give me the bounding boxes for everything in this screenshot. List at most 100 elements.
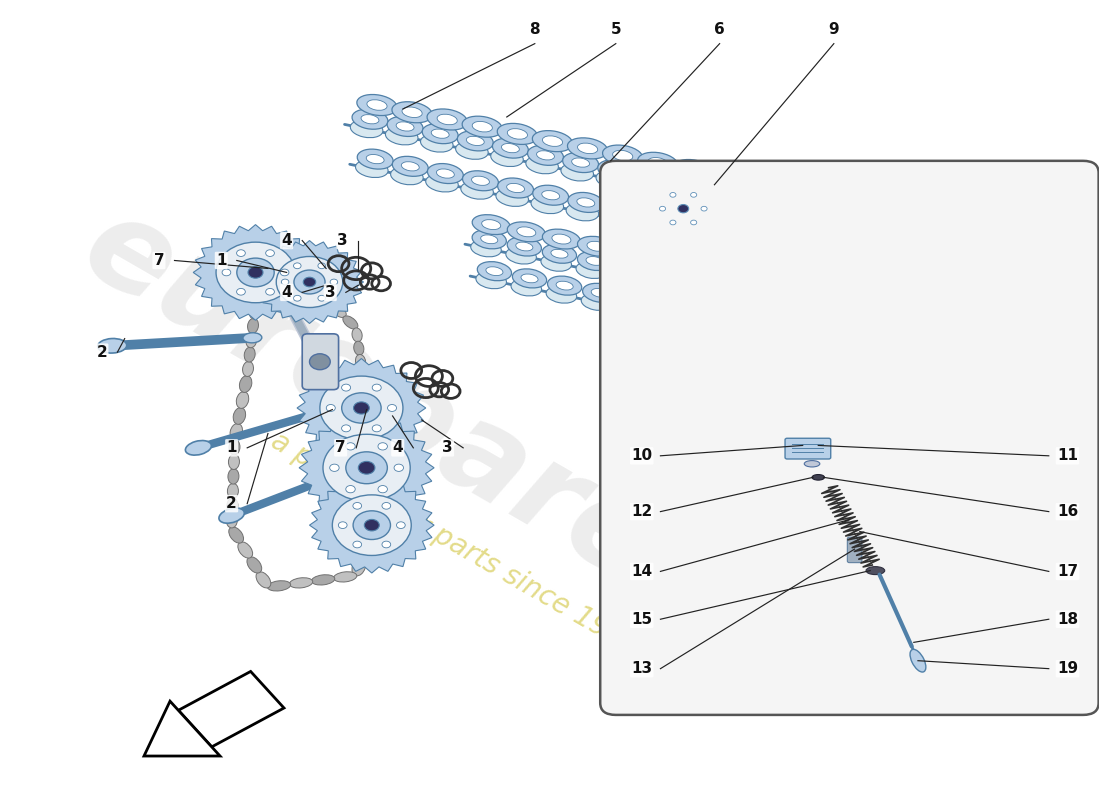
Text: 1: 1 <box>216 253 227 268</box>
Ellipse shape <box>652 298 688 317</box>
Circle shape <box>670 220 676 225</box>
Ellipse shape <box>517 227 536 237</box>
Ellipse shape <box>361 453 372 468</box>
Ellipse shape <box>352 558 365 576</box>
Circle shape <box>372 425 382 432</box>
Ellipse shape <box>246 333 256 348</box>
Text: 13: 13 <box>631 661 652 676</box>
Ellipse shape <box>747 194 766 203</box>
Ellipse shape <box>822 313 853 329</box>
Ellipse shape <box>496 189 528 206</box>
Ellipse shape <box>502 143 519 153</box>
Ellipse shape <box>681 283 712 300</box>
Ellipse shape <box>732 318 749 326</box>
Ellipse shape <box>738 189 774 209</box>
Ellipse shape <box>786 306 817 322</box>
Ellipse shape <box>219 508 244 523</box>
Circle shape <box>327 405 336 411</box>
Ellipse shape <box>472 122 493 132</box>
Ellipse shape <box>542 136 562 146</box>
Ellipse shape <box>497 123 538 145</box>
Circle shape <box>236 250 245 257</box>
Ellipse shape <box>572 158 590 167</box>
Text: 17: 17 <box>1057 564 1078 579</box>
Ellipse shape <box>683 165 703 175</box>
Ellipse shape <box>804 461 820 467</box>
FancyBboxPatch shape <box>601 161 1099 715</box>
Ellipse shape <box>98 338 126 353</box>
Ellipse shape <box>542 229 581 249</box>
Ellipse shape <box>552 234 571 244</box>
Ellipse shape <box>752 287 788 306</box>
Circle shape <box>372 384 382 391</box>
Ellipse shape <box>516 242 532 251</box>
Ellipse shape <box>767 325 784 334</box>
Ellipse shape <box>390 167 424 185</box>
Ellipse shape <box>355 160 388 178</box>
Circle shape <box>691 220 696 225</box>
Text: 11: 11 <box>1057 448 1078 463</box>
Ellipse shape <box>455 142 488 159</box>
Ellipse shape <box>638 207 674 227</box>
Ellipse shape <box>507 237 541 256</box>
Ellipse shape <box>385 127 418 145</box>
Ellipse shape <box>427 109 468 130</box>
Ellipse shape <box>718 172 738 182</box>
Ellipse shape <box>720 209 735 215</box>
FancyBboxPatch shape <box>302 334 339 390</box>
Ellipse shape <box>602 210 634 228</box>
Ellipse shape <box>845 227 871 242</box>
Ellipse shape <box>747 208 776 223</box>
Ellipse shape <box>613 258 647 278</box>
Ellipse shape <box>362 525 376 542</box>
Ellipse shape <box>583 283 617 302</box>
Ellipse shape <box>646 276 676 293</box>
Circle shape <box>656 187 712 230</box>
Ellipse shape <box>354 341 364 355</box>
Ellipse shape <box>648 266 682 285</box>
Ellipse shape <box>526 156 559 174</box>
Ellipse shape <box>333 572 356 582</box>
Ellipse shape <box>717 226 735 236</box>
Polygon shape <box>640 175 727 242</box>
Ellipse shape <box>331 304 346 318</box>
Ellipse shape <box>680 210 707 223</box>
Ellipse shape <box>708 166 748 188</box>
Ellipse shape <box>696 310 714 319</box>
Ellipse shape <box>878 231 904 245</box>
Ellipse shape <box>482 220 500 230</box>
Ellipse shape <box>358 422 368 438</box>
Ellipse shape <box>256 572 271 588</box>
Text: 3: 3 <box>442 440 453 455</box>
Ellipse shape <box>727 270 747 280</box>
Ellipse shape <box>820 219 834 226</box>
Circle shape <box>691 193 696 198</box>
Circle shape <box>670 193 676 198</box>
Ellipse shape <box>476 272 506 289</box>
Polygon shape <box>255 241 363 323</box>
Ellipse shape <box>612 269 641 286</box>
Ellipse shape <box>706 232 739 250</box>
Ellipse shape <box>761 293 779 302</box>
Ellipse shape <box>691 278 708 287</box>
Ellipse shape <box>798 285 816 294</box>
Ellipse shape <box>568 193 604 213</box>
Ellipse shape <box>724 196 739 204</box>
Ellipse shape <box>866 566 884 574</box>
Ellipse shape <box>289 578 312 588</box>
Text: 2: 2 <box>227 496 236 511</box>
Text: 4: 4 <box>282 233 292 248</box>
Ellipse shape <box>852 223 867 230</box>
Ellipse shape <box>607 165 625 174</box>
Circle shape <box>353 511 390 539</box>
Ellipse shape <box>911 234 937 248</box>
Ellipse shape <box>532 186 569 206</box>
Ellipse shape <box>757 200 772 208</box>
Ellipse shape <box>623 249 641 258</box>
Ellipse shape <box>462 116 503 138</box>
FancyBboxPatch shape <box>847 537 862 562</box>
Ellipse shape <box>228 469 239 484</box>
Ellipse shape <box>786 216 801 222</box>
Circle shape <box>660 206 666 211</box>
Ellipse shape <box>466 136 484 146</box>
